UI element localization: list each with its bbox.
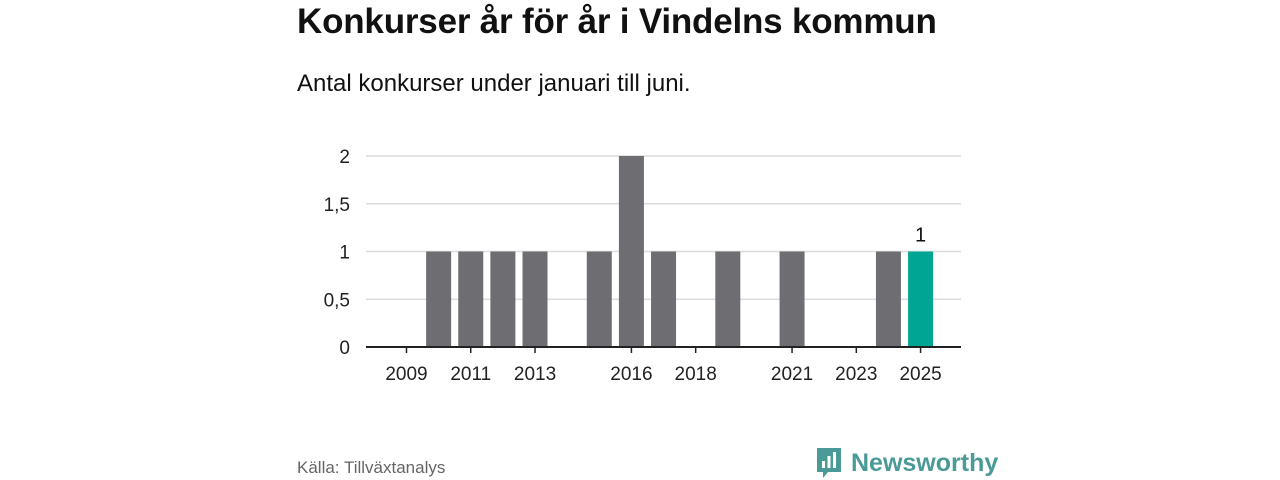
brand-logo: Newsworthy	[815, 446, 998, 480]
brand-name: Newsworthy	[851, 448, 999, 477]
bar	[426, 251, 452, 347]
data-labels: 1	[915, 225, 926, 247]
x-tick-label: 2018	[675, 364, 717, 385]
y-axis-ticks: 0 0,5 1 1,5 2	[324, 147, 350, 359]
x-tick-label: 2013	[514, 364, 556, 385]
y-tick-label: 0,5	[324, 290, 350, 311]
bar-chart: 00,511,52 2009 2011 2013 2016 2018 2021 2023 20…	[324, 147, 961, 385]
bar	[779, 251, 805, 347]
x-tick-label: 2011	[450, 364, 491, 385]
y-tick-label: 0	[339, 338, 350, 359]
y-tick-label: 1	[339, 243, 350, 264]
x-tick-label: 2025	[899, 364, 941, 385]
y-tick-label: 1,5	[324, 195, 350, 216]
x-axis-ticks: 2009 2011 2013 2016 2018 2021 2023 2025	[385, 347, 942, 385]
bar	[715, 251, 741, 347]
x-tick-label: 2021	[771, 364, 813, 385]
bars	[426, 156, 934, 347]
chart-title: Konkurser år för år i Vindelns kommun	[297, 2, 937, 41]
bar	[651, 251, 677, 347]
bar	[586, 251, 612, 347]
x-tick-label: 2023	[835, 364, 877, 385]
chart-subtitle: Antal konkurser under januari till juni.	[297, 70, 691, 97]
x-tick-label: 2016	[610, 364, 652, 385]
bar	[522, 251, 548, 347]
source-note: Källa: Tillväxtanalys	[297, 458, 446, 477]
bar-highlight	[908, 251, 934, 347]
bar	[490, 251, 516, 347]
data-label: 1	[915, 225, 926, 247]
bar	[875, 251, 901, 347]
bar	[618, 156, 644, 347]
newsworthy-logo-icon	[817, 448, 841, 478]
y-tick-label: 2	[339, 147, 350, 168]
x-tick-label: 2009	[385, 364, 427, 385]
bar	[458, 251, 484, 347]
